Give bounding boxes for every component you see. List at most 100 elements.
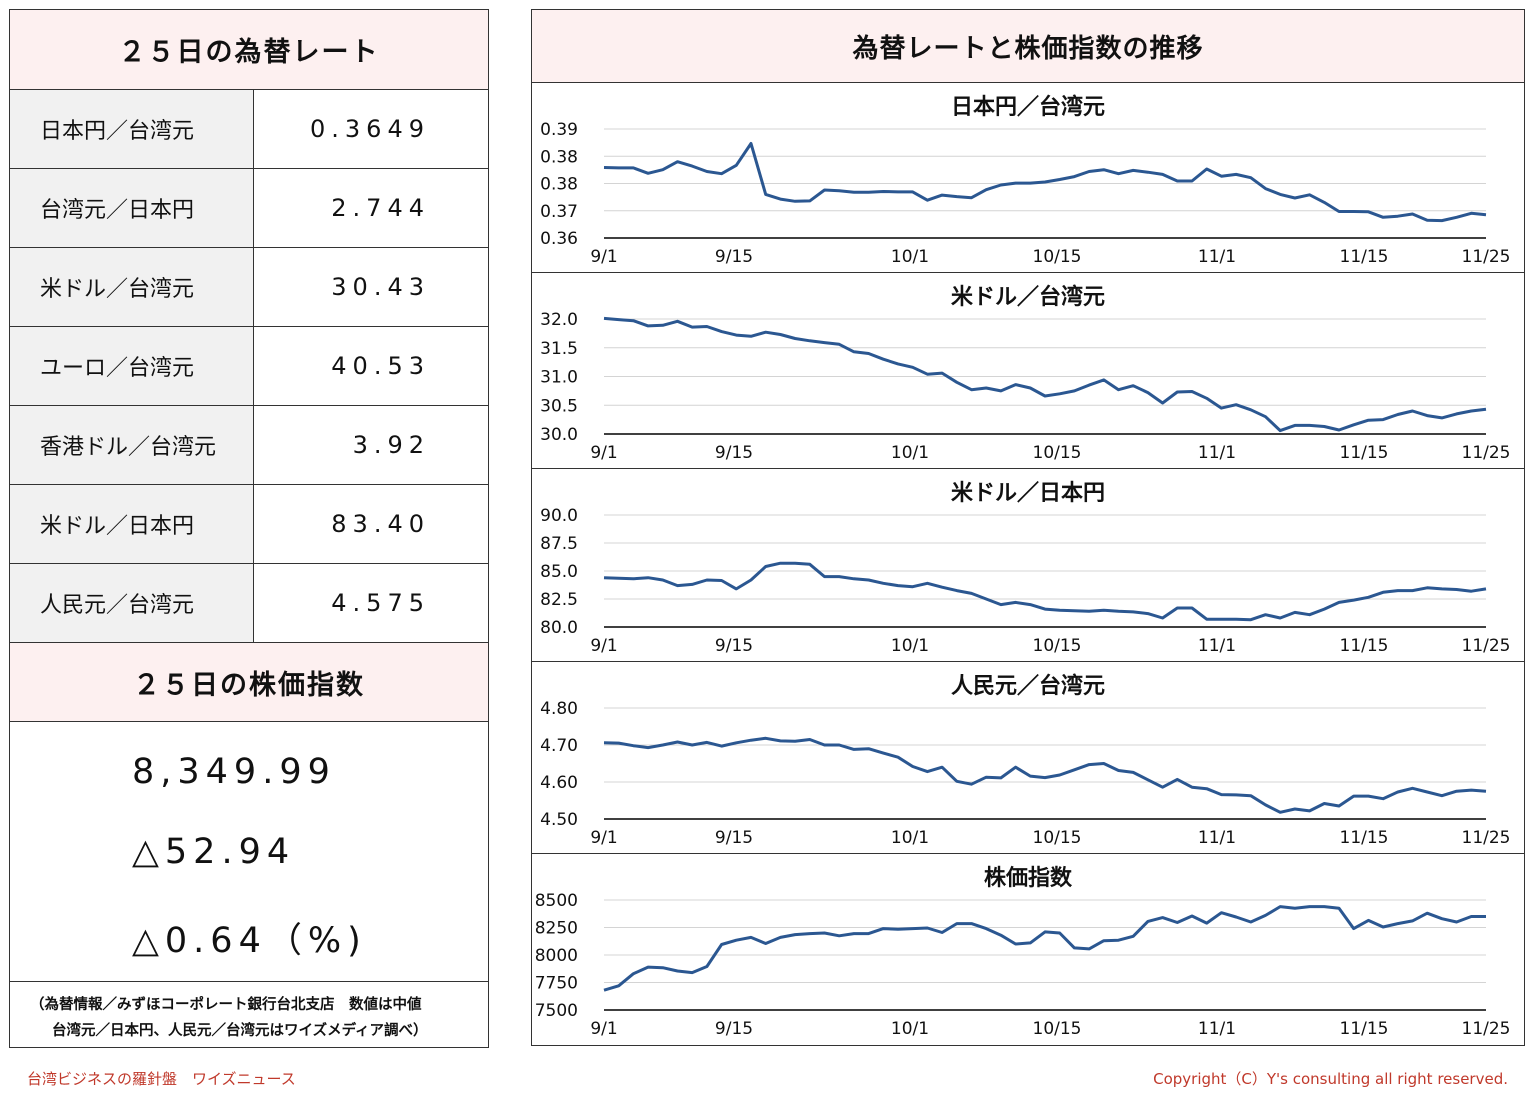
x-tick-label: 9/1 [590,636,617,656]
rate-name: 台湾元／日本円 [10,169,254,247]
y-tick-label: 7500 [535,1001,578,1021]
rate-name: ユーロ／台湾元 [10,327,254,405]
chart-title: 米ドル／日本円 [950,481,1105,506]
stock-title: ２５日の株価指数 [10,642,488,722]
rate-row: 人民元／台湾元 4.575 [10,564,488,643]
y-tick-label: 31.5 [540,339,578,359]
x-tick-label: 11/1 [1198,636,1236,656]
x-tick-label: 10/15 [1033,636,1082,656]
rate-value: 3.92 [352,431,430,459]
charts-title: 為替レートと株価指数の推移 [532,10,1524,83]
chart-svg: 90.0 87.5 85.0 82.5 80.0 9/1 9/15 10/1 10/15 11/1… [540,506,1511,656]
source-note-line2: 台湾元／日本円、人民元／台湾元はワイズメディア調べ） [52,1023,428,1039]
x-tick-label: 11/25 [1462,443,1511,463]
x-tick-label: 11/15 [1340,443,1389,463]
y-tick-label: 8000 [535,946,578,966]
y-tick-label: 85.0 [540,562,578,582]
y-tick-label: 4.60 [540,773,578,793]
rates-title: ２５日の為替レート [10,10,488,90]
series-line [603,905,1486,992]
x-tick-label: 9/15 [715,1019,753,1039]
rate-row: 香港ドル／台湾元 3.92 [10,406,488,485]
x-tick-label: 10/15 [1033,1019,1082,1039]
x-tick-label: 11/25 [1462,636,1511,656]
x-tick-label: 11/15 [1340,1019,1389,1039]
y-tick-label: 4.80 [540,699,578,719]
chart-3: 米ドル／日本円 90.0 87.5 85.0 82.5 80.0 9/1 9/15 10/1 10… [532,469,1524,662]
rate-name: 米ドル／台湾元 [10,248,254,326]
rate-name: 日本円／台湾元 [10,90,254,168]
y-tick-label: 87.5 [540,534,578,554]
x-tick-label: 11/1 [1198,443,1236,463]
stock-change-percent: △0.64（%) [132,921,367,961]
x-tick-label: 11/25 [1462,247,1511,267]
y-tick-label: 8500 [535,891,578,911]
chart-title: 株価指数 [983,866,1072,891]
x-tick-label: 10/15 [1033,443,1082,463]
chart-svg: 8500 8250 8000 7750 7500 9/1 9/15 10/1 10/15 11/1… [535,891,1511,1039]
x-tick-label: 11/1 [1198,247,1236,267]
y-tick-label: 30.0 [540,425,578,445]
rates-table: 日本円／台湾元 0.3649 台湾元／日本円 2.744 米ドル／台湾元 30.43 ユーロ… [10,90,488,643]
y-tick-label: 7750 [535,974,578,994]
series-line [603,561,1487,622]
source-note-line1: （為替情報／みずほコーポレート銀行台北支店 数値は中値 [30,997,422,1013]
x-tick-label: 10/1 [891,828,929,848]
chart-4: 人民元／台湾元 4.80 4.70 4.60 4.50 9/1 9/15 10/1 10/15 1… [532,662,1524,854]
y-tick-label: 4.50 [540,810,578,830]
y-tick-label: 90.0 [540,506,578,526]
y-tick-label: 82.5 [540,590,578,610]
x-tick-label: 11/1 [1198,828,1236,848]
x-tick-label: 10/1 [891,1019,929,1039]
x-tick-label: 9/15 [715,247,753,267]
footer-copyright: Copyright（C）Y's consulting all right res… [1153,1070,1508,1088]
y-tick-label: 4.70 [540,736,578,756]
rate-row: 米ドル／台湾元 30.43 [10,248,488,327]
y-tick-label: 0.37 [540,202,578,222]
x-tick-label: 9/1 [590,1019,617,1039]
series-line [603,142,1487,223]
x-tick-label: 9/1 [590,247,617,267]
x-tick-label: 9/15 [715,636,753,656]
y-tick-label: 0.38 [540,175,578,195]
chart-5: 株価指数 8500 8250 8000 7750 7500 9/1 9/15 10/1 10/15… [532,854,1524,1045]
rate-name: 人民元／台湾元 [10,564,254,642]
rate-name: 米ドル／日本円 [10,485,254,563]
chart-svg: 32.0 31.5 31.0 30.5 30.0 9/1 9/15 10/1 10/15 11/1… [540,310,1511,463]
rate-value: 40.53 [331,352,430,380]
x-tick-label: 11/15 [1340,636,1389,656]
rate-value: 30.43 [331,273,430,301]
chart-title: 日本円／台湾元 [950,95,1105,120]
x-tick-label: 11/1 [1198,1019,1236,1039]
chart-svg: 4.80 4.70 4.60 4.50 9/1 9/15 10/1 10/15 11/1 11/1… [540,699,1510,848]
y-tick-label: 80.0 [540,618,578,638]
rate-row: 台湾元／日本円 2.744 [10,169,488,248]
x-tick-label: 10/1 [891,247,929,267]
x-tick-label: 10/1 [891,443,929,463]
series-line [603,316,1487,433]
rate-value: 83.40 [331,510,430,538]
y-tick-label: 30.5 [540,396,578,416]
charts-panel: 為替レートと株価指数の推移 日本円／台湾元 0.39 0.38 0.38 0.37 0.3… [531,9,1525,1046]
chart-svg: 0.39 0.38 0.38 0.37 0.36 9/1 9/15 10/1 10/15 11/1… [540,120,1511,267]
stock-values: 8,349.99 △52.94 △0.64（%) [10,722,488,982]
rate-row: 日本円／台湾元 0.3649 [10,90,488,169]
stock-index-value: 8,349.99 [132,752,336,792]
stock-change: △52.94 [132,832,296,872]
series-line [603,736,1487,814]
rate-value: 2.744 [331,194,430,222]
rate-name: 香港ドル／台湾元 [10,406,254,484]
y-tick-label: 32.0 [540,310,578,330]
y-tick-label: 0.39 [540,120,578,140]
y-tick-label: 8250 [535,919,578,939]
chart-title: 米ドル／台湾元 [950,285,1105,310]
x-tick-label: 11/15 [1340,247,1389,267]
x-tick-label: 9/1 [590,828,617,848]
rate-value: 0.3649 [310,115,430,143]
y-tick-label: 31.0 [540,368,578,388]
chart-title: 人民元／台湾元 [950,674,1105,699]
chart-2: 米ドル／台湾元 32.0 31.5 31.0 30.5 30.0 9/1 9/15 10/1 10… [532,273,1524,469]
x-tick-label: 9/15 [715,443,753,463]
x-tick-label: 10/15 [1033,247,1082,267]
x-tick-label: 9/1 [590,443,617,463]
